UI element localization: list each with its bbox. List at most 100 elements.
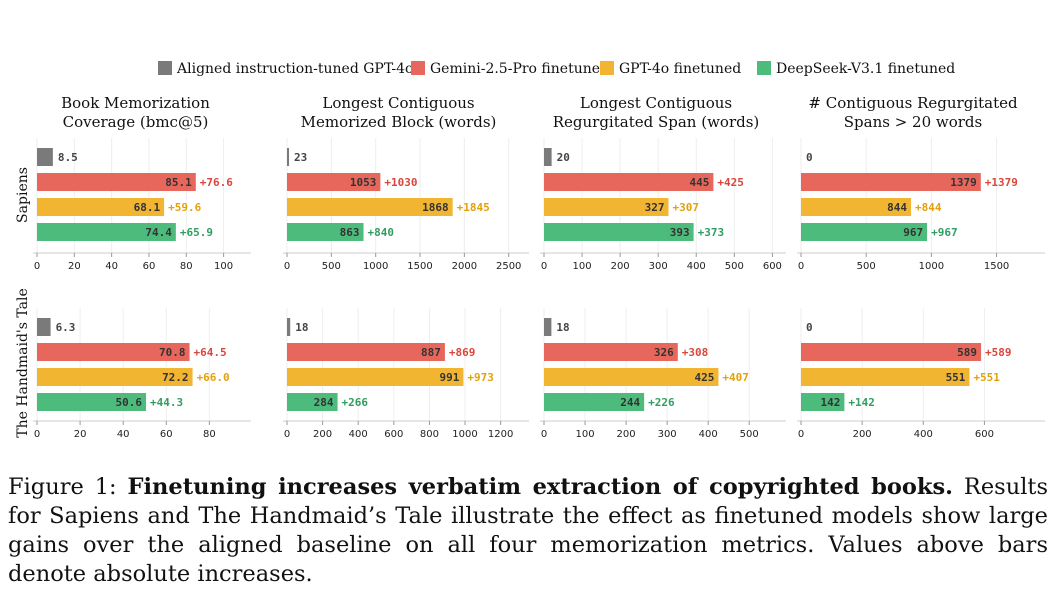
value-label: 425: [695, 371, 715, 384]
bar: [801, 173, 981, 191]
x-tick-label: 40: [117, 429, 130, 440]
delta-label: +973: [467, 371, 494, 384]
delta-label: +65.9: [180, 226, 213, 239]
x-tick-label: 40: [105, 261, 118, 272]
value-label: 284: [314, 396, 334, 409]
x-tick-label: 2500: [496, 261, 521, 272]
value-label: 85.1: [165, 176, 192, 189]
bar: [287, 343, 445, 361]
x-tick-label: 1000: [452, 429, 477, 440]
legend-swatch: [158, 61, 172, 75]
value-label: 589: [957, 346, 977, 359]
x-tick-label: 500: [857, 261, 876, 272]
value-label: 23: [294, 151, 307, 164]
bar: [287, 368, 464, 386]
x-tick-label: 400: [349, 429, 368, 440]
bar: [544, 368, 719, 386]
bar: [37, 198, 165, 216]
bar: [37, 318, 51, 336]
bar: [287, 148, 290, 166]
bar: [801, 223, 928, 241]
x-tick-label: 300: [658, 429, 677, 440]
column-title-line: Longest Contiguous: [322, 94, 474, 112]
value-label: 72.2: [162, 371, 189, 384]
value-label: 8.5: [58, 151, 78, 164]
x-tick-label: 20: [74, 429, 87, 440]
legend-label: GPT-4o finetuned: [619, 61, 741, 77]
x-tick-label: 100: [573, 261, 592, 272]
chart-panel: 0 500 1000 1500 2000 2500 23 1053 +1030 1868 +1845…: [283, 138, 529, 272]
legend-label: Aligned instruction-tuned GPT-4o: [176, 61, 413, 77]
value-label: 18: [295, 321, 308, 334]
column-title-line: Book Memorization: [61, 94, 210, 112]
bar: [801, 343, 982, 361]
delta-label: +44.3: [150, 396, 183, 409]
x-tick-label: 500: [725, 261, 744, 272]
x-tick-label: 100: [575, 429, 594, 440]
row-label: The Handmaid's Tale: [15, 288, 31, 438]
column-title-line: # Contiguous Regurgitated: [808, 94, 1018, 112]
x-tick-label: 200: [617, 429, 636, 440]
chart-panel: 0 100 200 300 400 500 600 20 445 +425 327 +307 393 +3…: [540, 138, 786, 272]
value-label: 50.6: [116, 396, 143, 409]
legend-label: Gemini-2.5-Pro finetuned: [430, 61, 609, 77]
x-tick-label: 200: [313, 429, 332, 440]
value-label: 20: [557, 151, 570, 164]
column-title-line: Regurgitated Span (words): [553, 113, 760, 131]
bar: [544, 393, 645, 411]
chart-panel: 0 200 400 600 800 1000 1200 18 887 +869 991 +973 284…: [283, 308, 529, 440]
bar: [544, 223, 694, 241]
value-label: 326: [654, 346, 674, 359]
x-tick-label: 1000: [363, 261, 388, 272]
value-label: 327: [645, 201, 665, 214]
delta-label: +967: [931, 226, 958, 239]
chart-panel: 0 200 400 600 0 589 +589 551 +551 142 +142: [797, 308, 1045, 440]
bar: [37, 393, 147, 411]
bar: [287, 198, 453, 216]
x-tick-label: 400: [914, 429, 933, 440]
value-label: 1053: [350, 176, 377, 189]
caption-text: Results for Sapiens and The Handmaid’s T…: [8, 474, 1048, 587]
bar: [544, 318, 552, 336]
bar: [801, 368, 970, 386]
bar: [544, 173, 714, 191]
delta-label: +59.6: [168, 201, 201, 214]
chart-panel: 0 20 40 60 80 6.3 70.8 +64.5 72.2 +66.0 50.6 +44.3: [33, 308, 251, 440]
x-tick-label: 600: [384, 429, 403, 440]
column-title-line: Memorized Block (words): [301, 113, 497, 131]
x-tick-label: 20: [68, 261, 81, 272]
x-tick-label: 200: [611, 261, 630, 272]
chart-panel: 0 100 200 300 400 500 18 326 +308 425 +407 244 +226: [540, 308, 786, 440]
delta-label: +844: [915, 201, 942, 214]
delta-label: +425: [717, 176, 744, 189]
x-tick-label: 0: [798, 429, 804, 440]
delta-label: +308: [682, 346, 709, 359]
value-label: 1379: [950, 176, 977, 189]
x-tick-label: 1500: [407, 261, 432, 272]
value-label: 887: [421, 346, 441, 359]
value-label: 863: [340, 226, 360, 239]
x-tick-label: 0: [541, 261, 547, 272]
value-label: 244: [620, 396, 640, 409]
x-tick-label: 80: [180, 261, 193, 272]
row-labels: Sapiens The Handmaid's Tale: [15, 167, 31, 438]
legend-swatch: [411, 61, 425, 75]
delta-label: +1030: [384, 176, 417, 189]
bar: [287, 173, 381, 191]
x-tick-label: 600: [763, 261, 782, 272]
column-title-line: Coverage (bmc@5): [63, 113, 209, 131]
bar: [544, 198, 669, 216]
x-tick-label: 800: [420, 429, 439, 440]
delta-label: +226: [648, 396, 675, 409]
x-tick-label: 0: [798, 261, 804, 272]
delta-label: +869: [449, 346, 476, 359]
x-tick-label: 0: [541, 429, 547, 440]
delta-label: +66.0: [197, 371, 230, 384]
chart-panel: 0 500 1000 1500 0 1379 +1379 844 +844 967 +967: [797, 138, 1045, 272]
x-tick-label: 500: [740, 429, 759, 440]
delta-label: +589: [985, 346, 1012, 359]
caption-bold: Finetuning increases verbatim extraction…: [127, 474, 953, 500]
x-tick-label: 300: [649, 261, 668, 272]
x-tick-label: 400: [699, 429, 718, 440]
delta-label: +551: [973, 371, 1000, 384]
